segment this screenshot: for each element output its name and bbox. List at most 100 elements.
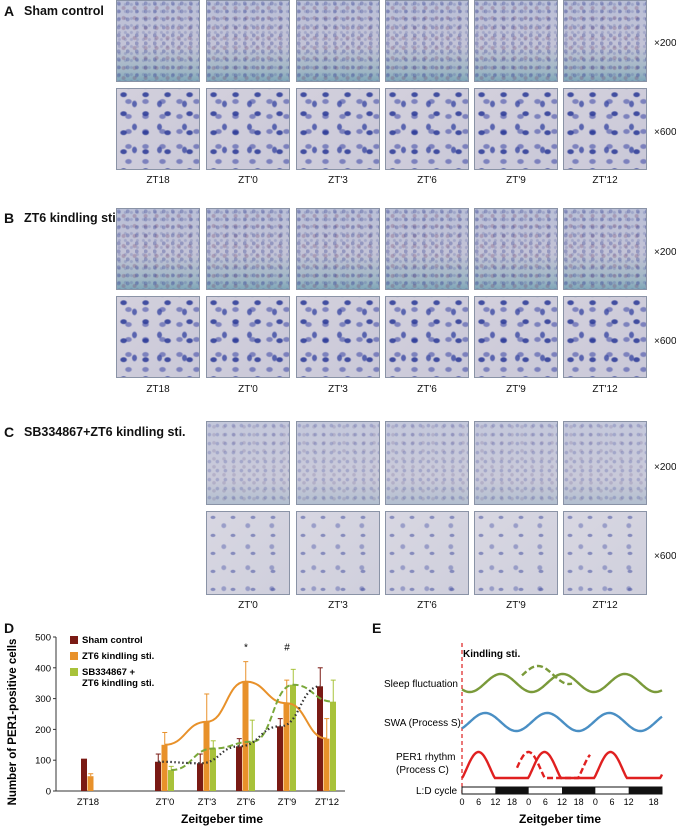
- ld-dark-phase: [628, 787, 662, 794]
- x-tick-label: 6: [543, 797, 548, 807]
- micrograph-b-x200: [474, 208, 558, 290]
- y-tick-label: 400: [35, 663, 51, 674]
- panel-b-letter: B: [4, 210, 15, 226]
- micrograph-a-x600: [563, 88, 647, 170]
- bar: [210, 748, 216, 791]
- kindling-label: Kindling sti.: [463, 649, 520, 660]
- bar: [242, 681, 249, 791]
- y-tick-label: 500: [35, 633, 51, 644]
- panel-d-letter: D: [4, 620, 15, 636]
- row-label-per1: PER1 rhythm: [396, 752, 455, 763]
- magnification-200: ×200: [654, 462, 676, 473]
- bar: [168, 770, 174, 791]
- zt-label: ZT'6: [417, 600, 437, 611]
- zt-label: ZT'0: [238, 600, 258, 611]
- y-tick-label: 100: [35, 756, 51, 767]
- x-tick-label: 0: [593, 797, 598, 807]
- x-axis-label-e: Zeitgeber time: [519, 812, 601, 826]
- micrograph-c-x600: [385, 511, 469, 595]
- micrograph-a-x200: [206, 0, 290, 82]
- x-tick-label: 18: [507, 797, 517, 807]
- x-tick-label: 18: [574, 797, 584, 807]
- bar: [277, 726, 283, 791]
- bar: [203, 721, 210, 791]
- micrograph-c-x200: [385, 421, 469, 505]
- micrograph-c-x200: [563, 421, 647, 505]
- bar: [236, 746, 242, 791]
- x-axis-label: Zeitgeber time: [181, 812, 263, 826]
- bar: [249, 741, 255, 791]
- trend-curve-kindling: [164, 680, 327, 746]
- x-tick-label: ZT'6: [237, 797, 256, 808]
- zt-label: ZT'9: [506, 600, 526, 611]
- micrograph-b-x600: [116, 296, 200, 378]
- micrograph-b-x600: [385, 296, 469, 378]
- micrograph-c-x200: [296, 421, 380, 505]
- x-tick-label: ZT18: [77, 797, 99, 808]
- zt-label: ZT18: [146, 384, 170, 395]
- micrograph-a-x600: [116, 88, 200, 170]
- y-tick-label: 200: [35, 725, 51, 736]
- x-tick-label: ZT'9: [278, 797, 297, 808]
- y-axis-label: Number of PER1-positive cells: [7, 639, 19, 806]
- trend-curve-sb334867: [171, 683, 334, 772]
- x-tick-label: 12: [557, 797, 567, 807]
- magnification-200: ×200: [654, 38, 676, 49]
- row-label-process-c: (Process C): [396, 765, 449, 776]
- zt-label: ZT'9: [506, 384, 526, 395]
- panel-a-title: Sham control: [24, 4, 104, 18]
- panel-b-title: ZT6 kindling sti.: [24, 211, 120, 225]
- bar: [197, 763, 203, 791]
- bar: [323, 738, 330, 791]
- micrograph-a-x200: [474, 0, 558, 82]
- swa-wave: [461, 711, 663, 733]
- zt-label: ZT'6: [417, 384, 437, 395]
- bar: [330, 701, 336, 791]
- micrograph-a-x200: [385, 0, 469, 82]
- zt-label: ZT'9: [506, 175, 526, 186]
- zt-label: ZT'3: [328, 600, 348, 611]
- ld-dark-phase: [495, 787, 529, 794]
- y-tick-label: 0: [46, 787, 51, 798]
- micrograph-a-x200: [116, 0, 200, 82]
- magnification-600: ×600: [654, 127, 676, 138]
- magnification-600: ×600: [654, 336, 676, 347]
- ld-dark-phase: [562, 787, 596, 794]
- micrograph-b-x200: [116, 208, 200, 290]
- micrograph-b-x200: [563, 208, 647, 290]
- zt-label: ZT'0: [238, 175, 258, 186]
- micrograph-a-x200: [563, 0, 647, 82]
- significance-mark: *: [244, 642, 248, 653]
- legend-swatch: [70, 668, 78, 676]
- micrograph-c-x600: [206, 511, 290, 595]
- zt-label: ZT'3: [328, 175, 348, 186]
- micrograph-a-x200: [296, 0, 380, 82]
- micrograph-c-x600: [563, 511, 647, 595]
- micrograph-a-x600: [296, 88, 380, 170]
- x-tick-label: 12: [490, 797, 500, 807]
- row-label-sleep: Sleep fluctuation: [384, 679, 458, 690]
- micrograph-a-x600: [385, 88, 469, 170]
- micrograph-b-x200: [296, 208, 380, 290]
- x-tick-label: 6: [609, 797, 614, 807]
- micrograph-c-x200: [206, 421, 290, 505]
- bar: [81, 758, 87, 791]
- bar: [290, 684, 296, 791]
- panel-d-chart: Number of PER1-positive cells Zeitgeber …: [7, 633, 345, 826]
- zt-label: ZT'6: [417, 175, 437, 186]
- panel-e-chart: Kindling sti. Sleep fluctuation SWA (Pro…: [384, 643, 664, 826]
- legend-label: SB334867 +: [82, 667, 136, 678]
- legend-label: ZT6 kindling sti.: [82, 678, 154, 689]
- x-tick-label: 6: [476, 797, 481, 807]
- x-tick-label: 12: [624, 797, 634, 807]
- micrograph-c-x600: [296, 511, 380, 595]
- row-label-swa: SWA (Process S): [384, 718, 461, 729]
- micrograph-b-x600: [474, 296, 558, 378]
- zt-label: ZT'12: [592, 175, 618, 186]
- legend-label: Sham control: [82, 635, 143, 646]
- micrograph-a-x600: [206, 88, 290, 170]
- legend-swatch: [70, 636, 78, 644]
- panel-c-title: SB334867+ZT6 kindling sti.: [24, 425, 186, 439]
- bar: [161, 744, 168, 791]
- legend-swatch: [70, 652, 78, 660]
